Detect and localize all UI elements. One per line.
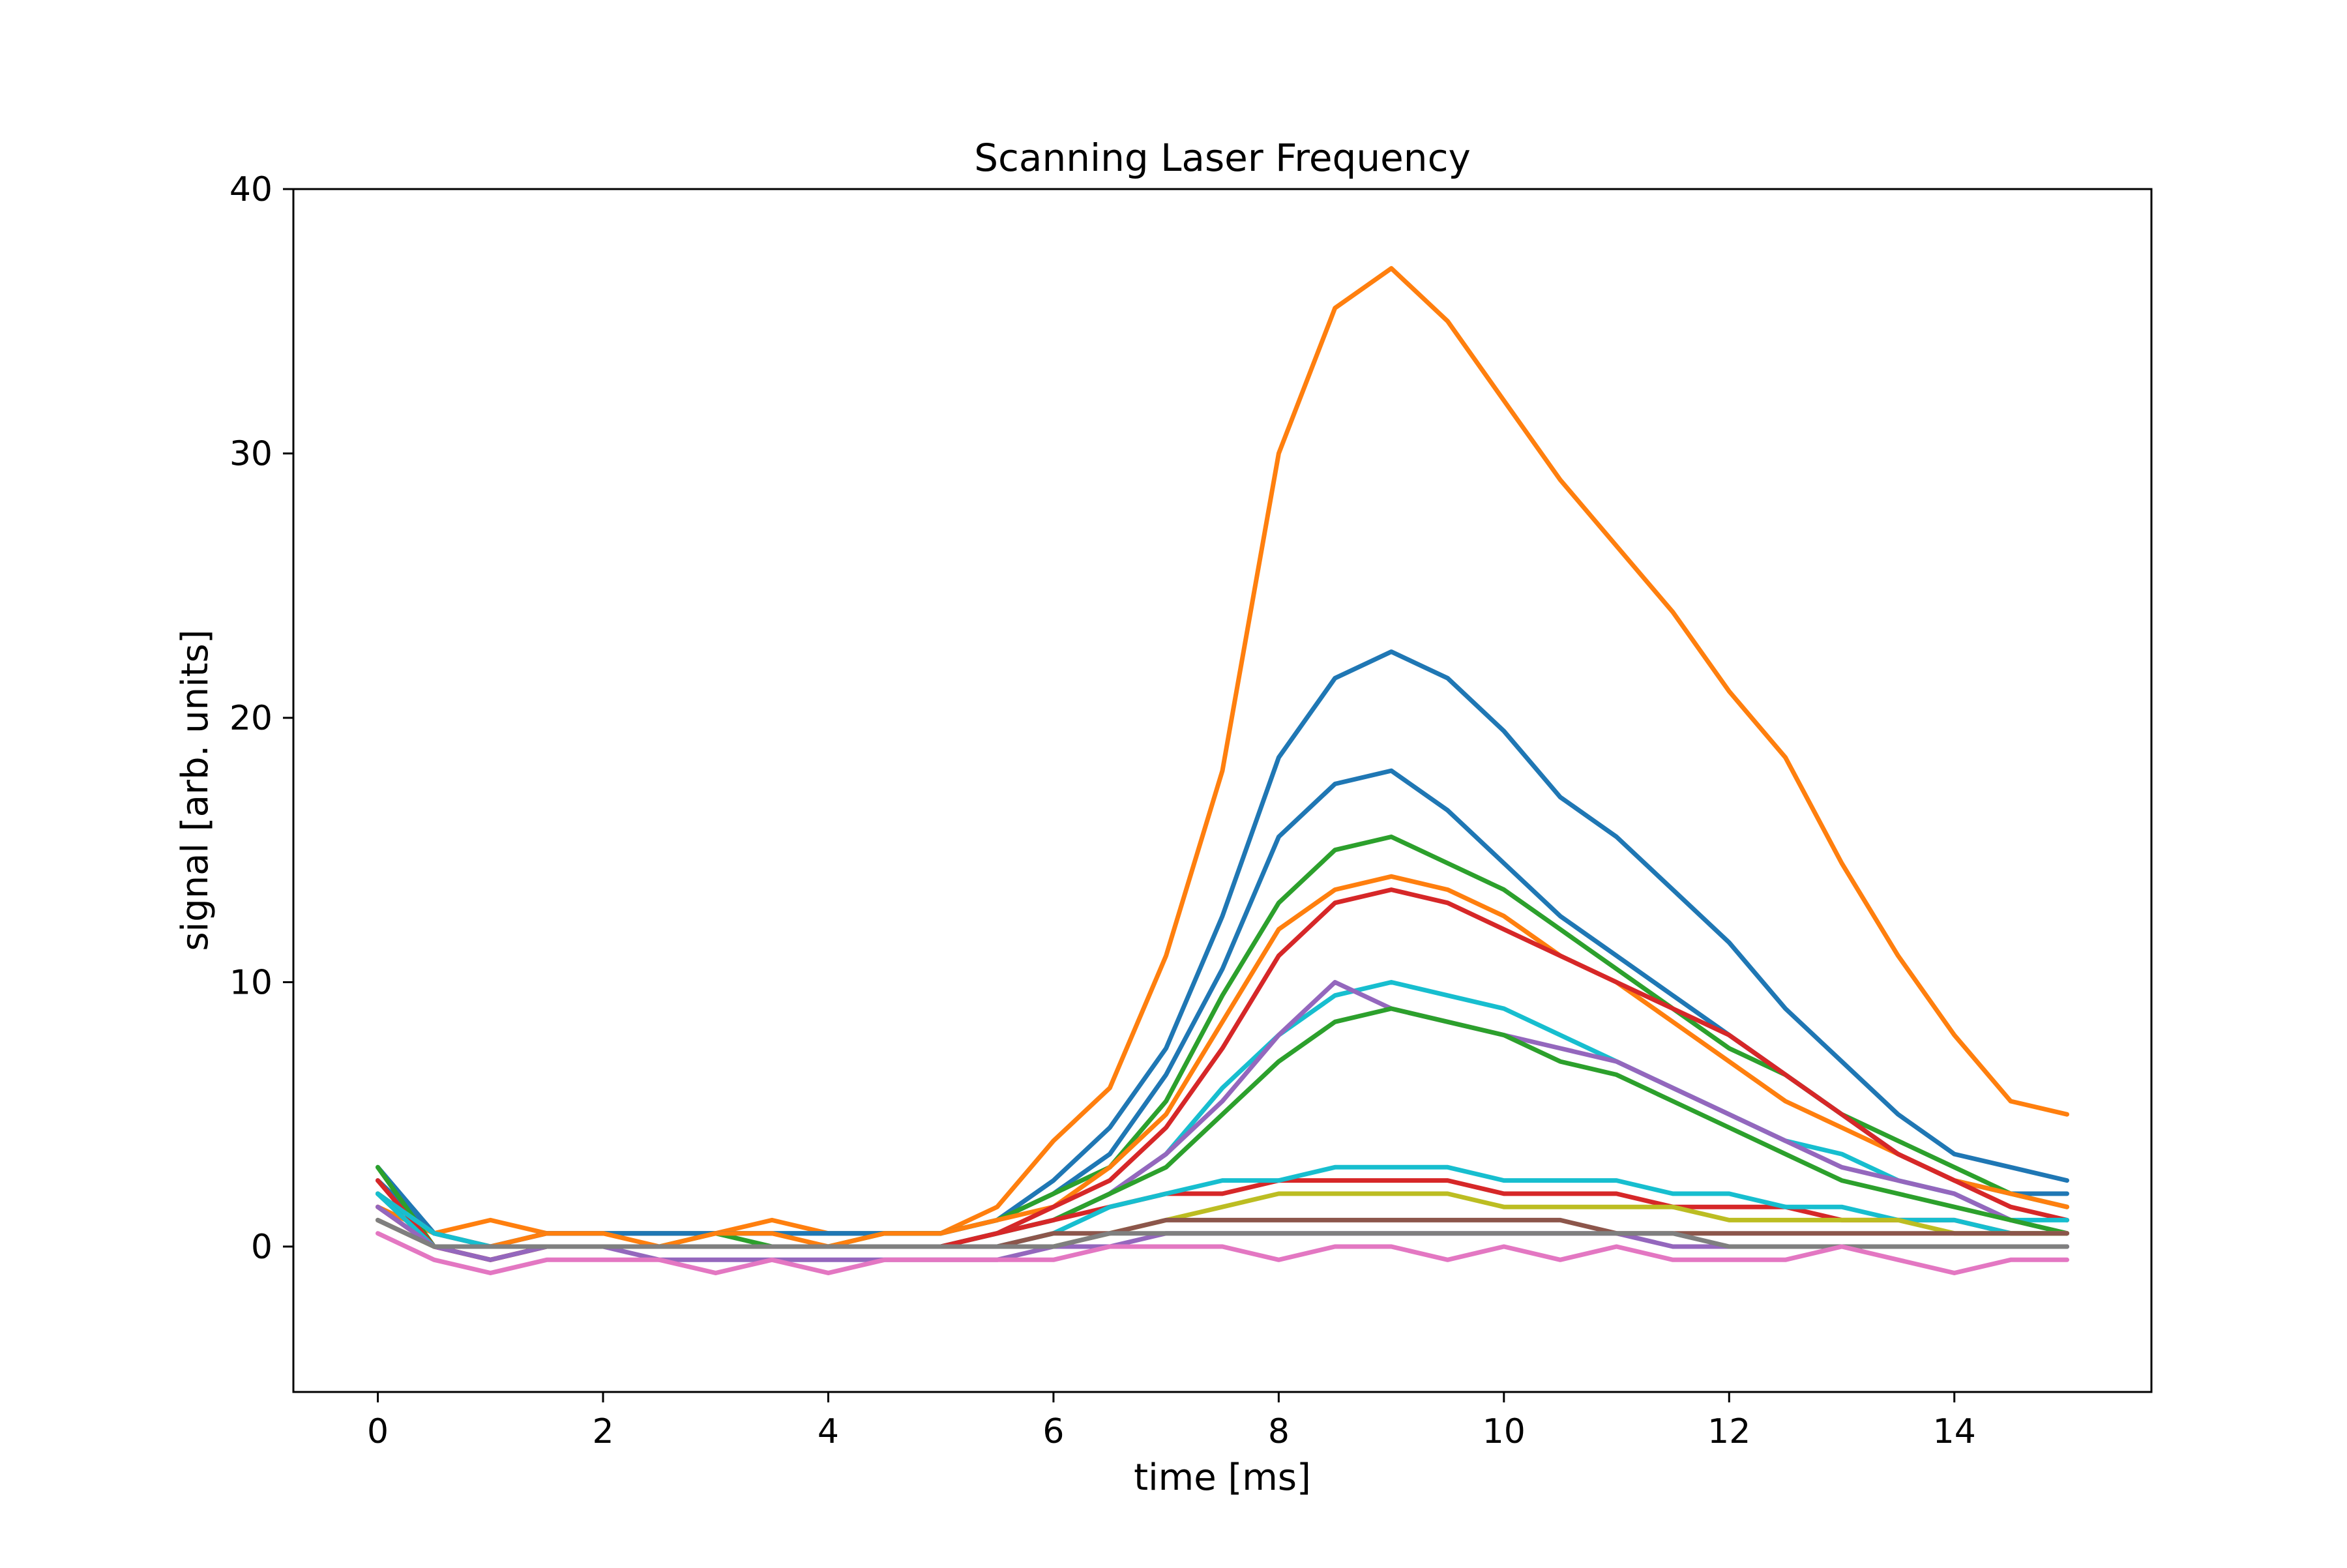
x-tick-label: 10: [1483, 1412, 1526, 1451]
y-axis-label: signal [arb. units]: [174, 629, 216, 951]
chart-title: Scanning Laser Frequency: [974, 136, 1471, 180]
x-tick-label: 12: [1707, 1412, 1750, 1451]
y-tick-label: 30: [229, 434, 273, 473]
x-tick-label: 2: [592, 1412, 613, 1451]
y-tick-label: 0: [251, 1228, 273, 1267]
x-tick-label: 14: [1933, 1412, 1976, 1451]
y-tick-label: 10: [229, 963, 273, 1002]
x-tick-label: 4: [818, 1412, 839, 1451]
y-tick-label: 40: [229, 170, 273, 209]
plot-frame: [292, 188, 2153, 1393]
y-axis: 0 10 20 30 40: [229, 170, 293, 1267]
series-line-15: [376, 1217, 2069, 1249]
x-axis-label: time [ms]: [1134, 1457, 1311, 1499]
y-tick-label: 20: [229, 699, 273, 738]
series-layer: [376, 266, 2069, 1275]
x-axis: 0 2 4 6 8 10 12 14: [367, 1392, 1976, 1451]
series-line-16: [376, 1231, 2069, 1275]
x-tick-label: 0: [367, 1412, 389, 1451]
x-tick-label: 6: [1042, 1412, 1064, 1451]
x-tick-label: 8: [1268, 1412, 1290, 1451]
